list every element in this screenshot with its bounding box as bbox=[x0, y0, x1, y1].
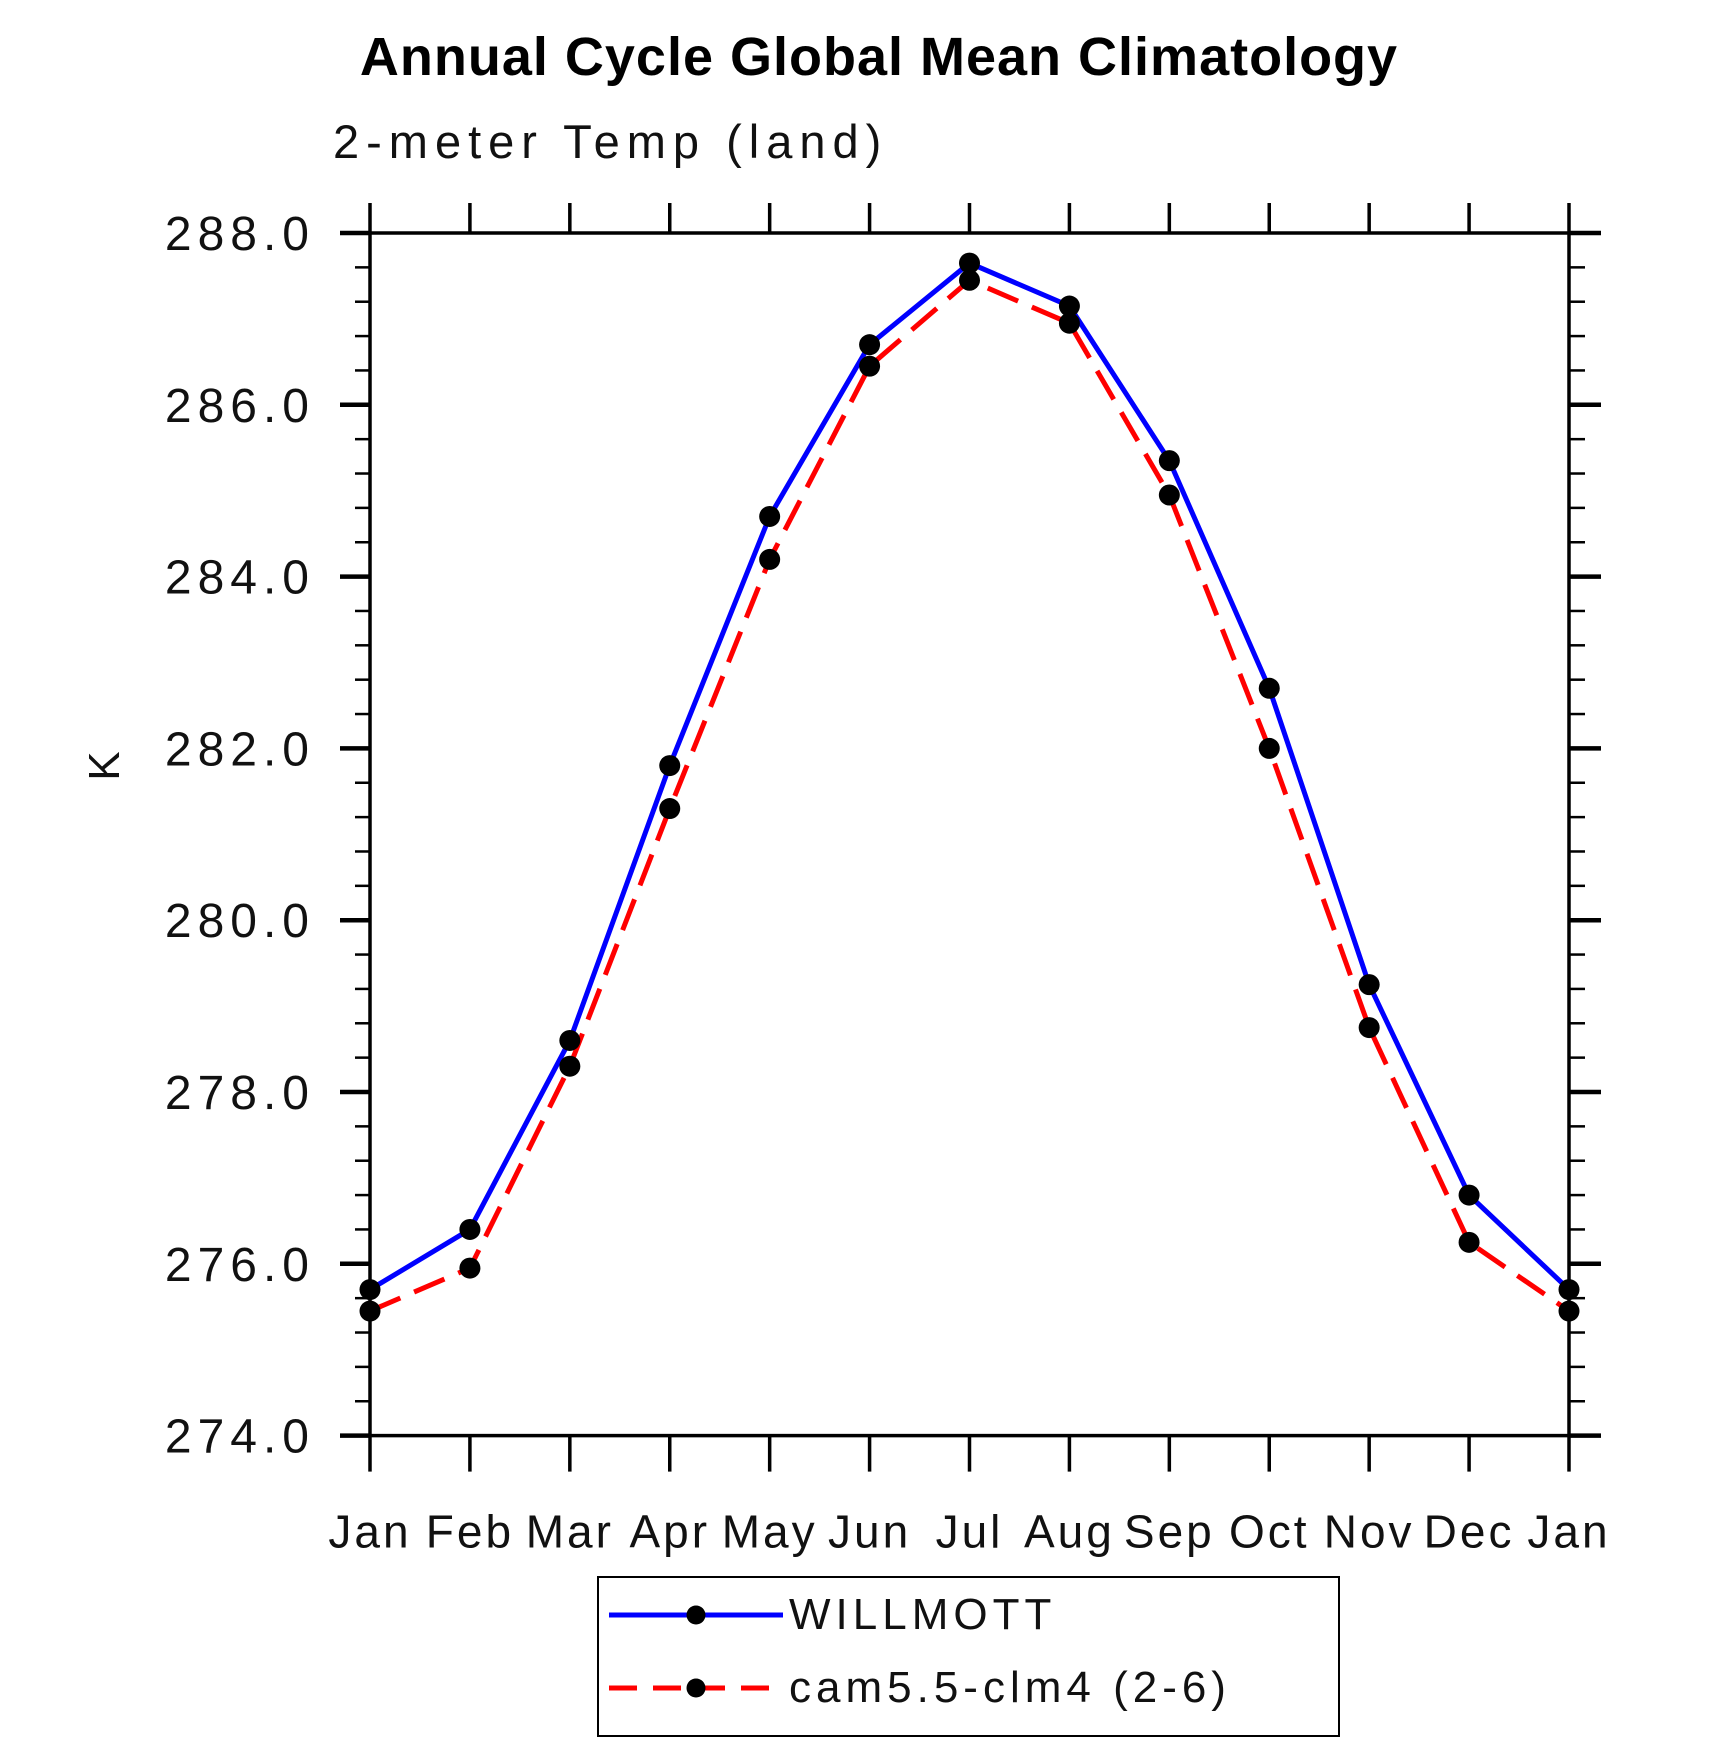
y-tick-label: 276.0 bbox=[165, 1239, 315, 1292]
cam55-clm4-line-swatch bbox=[609, 1678, 783, 1698]
data-point-marker bbox=[859, 334, 881, 356]
legend-marker-sample bbox=[686, 1678, 706, 1698]
data-point-marker bbox=[459, 1257, 481, 1279]
legend-item-cam55-clm4: cam5.5-clm4 (2-6) bbox=[599, 1663, 1231, 1713]
data-point-marker bbox=[1158, 450, 1180, 472]
data-point-marker bbox=[659, 755, 681, 777]
legend-item-willmott: WILLMOTT bbox=[599, 1590, 1056, 1640]
data-point-marker bbox=[1358, 974, 1380, 996]
data-point-marker bbox=[959, 252, 980, 274]
x-tick-label: Oct bbox=[1229, 1506, 1310, 1558]
willmott-line-swatch bbox=[609, 1605, 783, 1625]
data-point-marker bbox=[1458, 1184, 1480, 1206]
x-tick-label: Jan bbox=[328, 1506, 411, 1558]
data-point-marker bbox=[1558, 1279, 1580, 1301]
data-point-marker bbox=[1458, 1231, 1480, 1253]
data-point-marker bbox=[759, 548, 781, 570]
data-point-marker bbox=[959, 269, 980, 291]
chart-title: Annual Cycle Global Mean Climatology bbox=[359, 27, 1399, 87]
x-tick-label: Feb bbox=[426, 1506, 514, 1558]
x-tick-label: Aug bbox=[1024, 1506, 1115, 1558]
x-tick-label: May bbox=[722, 1506, 818, 1558]
data-point-marker bbox=[1258, 737, 1280, 759]
x-tick-label: Jan bbox=[1527, 1506, 1610, 1558]
series-line-willmott bbox=[368, 260, 1571, 1292]
legend-label-willmott: WILLMOTT bbox=[789, 1590, 1057, 1639]
x-tick-label: Nov bbox=[1324, 1506, 1415, 1558]
data-point-marker bbox=[1058, 312, 1080, 334]
data-point-marker bbox=[359, 1279, 381, 1301]
data-point-marker bbox=[759, 505, 781, 527]
y-tick-label: 284.0 bbox=[165, 552, 315, 605]
data-point-marker bbox=[559, 1029, 581, 1051]
data-point-marker bbox=[1158, 484, 1180, 506]
x-tick-label: Jul bbox=[936, 1506, 1004, 1558]
data-point-marker bbox=[459, 1218, 481, 1240]
y-tick-label: 280.0 bbox=[165, 895, 315, 948]
x-tick-label: Dec bbox=[1424, 1506, 1515, 1558]
data-point-marker bbox=[859, 355, 881, 377]
data-point-marker bbox=[559, 1055, 581, 1077]
data-point-marker bbox=[1358, 1017, 1380, 1039]
y-tick-label: 278.0 bbox=[165, 1067, 315, 1120]
legend-label-cam55-clm4: cam5.5-clm4 (2-6) bbox=[789, 1663, 1231, 1712]
legend-marker-sample bbox=[686, 1605, 706, 1625]
data-point-marker bbox=[359, 1300, 381, 1322]
data-point-marker bbox=[1058, 295, 1080, 317]
x-tick-label: Mar bbox=[526, 1506, 614, 1558]
data-point-marker bbox=[659, 798, 681, 820]
x-tick-label: Apr bbox=[629, 1506, 710, 1558]
plot-frame bbox=[368, 231, 1571, 1438]
x-tick-label: Jun bbox=[828, 1506, 911, 1558]
y-tick-label: 274.0 bbox=[165, 1411, 315, 1464]
legend: WILLMOTT cam5.5-clm4 (2-6) bbox=[597, 1576, 1340, 1737]
y-tick-label: 288.0 bbox=[165, 208, 315, 261]
y-tick-label: 286.0 bbox=[165, 380, 315, 433]
series-line-cam5-5-clm4-2-6- bbox=[369, 277, 1571, 1314]
x-tick-label: Sep bbox=[1124, 1506, 1215, 1558]
data-point-marker bbox=[1558, 1300, 1580, 1322]
data-point-marker bbox=[1258, 677, 1280, 699]
chart-subtitle: 2-meter Temp (land) bbox=[333, 115, 889, 168]
y-tick-label: 282.0 bbox=[165, 723, 315, 776]
